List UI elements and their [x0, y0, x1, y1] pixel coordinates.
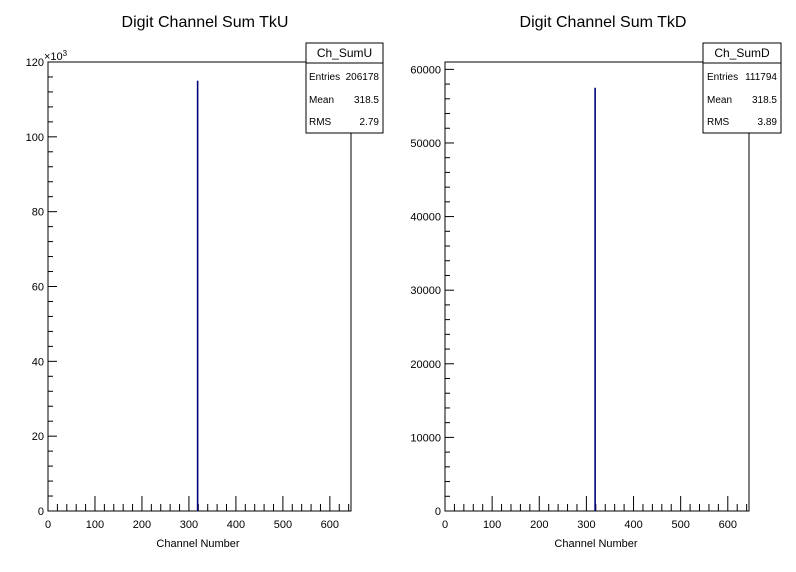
- x-tick-label: 500: [274, 519, 292, 531]
- x-tick-label: 200: [133, 519, 151, 531]
- x-tick-label: 300: [180, 519, 198, 531]
- x-tick-label: 200: [530, 519, 548, 531]
- stats-rms-value: 2.79: [360, 117, 380, 128]
- stats-box-frame: [305, 42, 384, 134]
- stats-entries-label: Entries: [309, 72, 340, 83]
- x-tick-label: 0: [442, 519, 448, 531]
- stats-rms-label: RMS: [309, 117, 332, 128]
- stats-rms-value: 3.89: [758, 117, 778, 128]
- y-exponent-base: ×10: [44, 51, 63, 63]
- stats-box-name: Ch_SumU: [317, 46, 372, 60]
- stats-box-name: Ch_SumD: [714, 46, 770, 60]
- plot-frame: [444, 61, 750, 512]
- x-axis-label: Channel Number: [554, 538, 637, 550]
- x-tick-label: 0: [45, 519, 51, 531]
- histogram-panel-tku: Digit Channel Sum TkU 0 100 200 300 400 500 60…: [26, 14, 384, 550]
- x-tick-label: 600: [321, 519, 339, 531]
- x-tick-label: 600: [719, 519, 737, 531]
- stats-entries-value: 111794: [745, 72, 777, 83]
- x-tick-label: 100: [86, 519, 104, 531]
- plot-title: Digit Channel Sum TkD: [520, 14, 687, 31]
- y-tick-label: 20000: [410, 359, 441, 371]
- plot-title: Digit Channel Sum TkU: [122, 14, 289, 31]
- y-exponent-label: ×103: [44, 49, 68, 63]
- y-tick-label: 10000: [410, 432, 441, 444]
- y-tick-label: 60000: [410, 64, 441, 76]
- stats-rms-label: RMS: [707, 117, 730, 128]
- stats-entries-label: Entries: [707, 72, 738, 83]
- plot-axes: 0 100 200 300 400 500 600 0 20 40 60 80 100 120: [26, 57, 352, 531]
- stats-mean-value: 318.5: [354, 95, 379, 106]
- x-tick-label: 400: [624, 519, 642, 531]
- y-tick-label: 50000: [410, 138, 441, 150]
- stats-mean-label: Mean: [309, 95, 334, 106]
- x-tick-label: 100: [483, 519, 501, 531]
- x-tick-label: 500: [671, 519, 689, 531]
- stats-mean-value: 318.5: [752, 95, 777, 106]
- y-tick-label: 40000: [410, 212, 441, 224]
- y-tick-label: 0: [38, 506, 44, 518]
- x-axis-label: Channel Number: [156, 538, 239, 550]
- y-exponent-power: 3: [63, 49, 68, 58]
- y-tick-label: 40: [32, 356, 44, 368]
- y-tick-label: 20: [32, 431, 44, 443]
- y-tick-label: 100: [26, 132, 44, 144]
- x-tick-label: 300: [577, 519, 595, 531]
- histogram-bin: [196, 80, 199, 511]
- y-tick-label: 60: [32, 282, 44, 294]
- histogram-panel-tkd: Digit Channel Sum TkD 0 100 200 300 400 500 60…: [410, 14, 782, 550]
- x-tick-label: 400: [227, 519, 245, 531]
- stats-mean-label: Mean: [707, 95, 732, 106]
- y-tick-label: 80: [32, 207, 44, 219]
- y-tick-label: 0: [435, 506, 441, 518]
- plot-axes: 0 100 200 300 400 500 600 0 10000 20000 30000 40000…: [410, 61, 750, 531]
- stats-entries-value: 206178: [346, 72, 380, 83]
- stats-box: Ch_SumD Entries 111794 Mean 318.5 RMS 3.…: [702, 42, 782, 134]
- y-tick-label: 120: [26, 57, 44, 69]
- stats-box: Ch_SumU Entries 206178 Mean 318.5 RMS 2.…: [305, 42, 384, 134]
- histogram-bin: [594, 87, 596, 511]
- stats-box-frame: [702, 42, 782, 134]
- y-tick-label: 30000: [410, 285, 441, 297]
